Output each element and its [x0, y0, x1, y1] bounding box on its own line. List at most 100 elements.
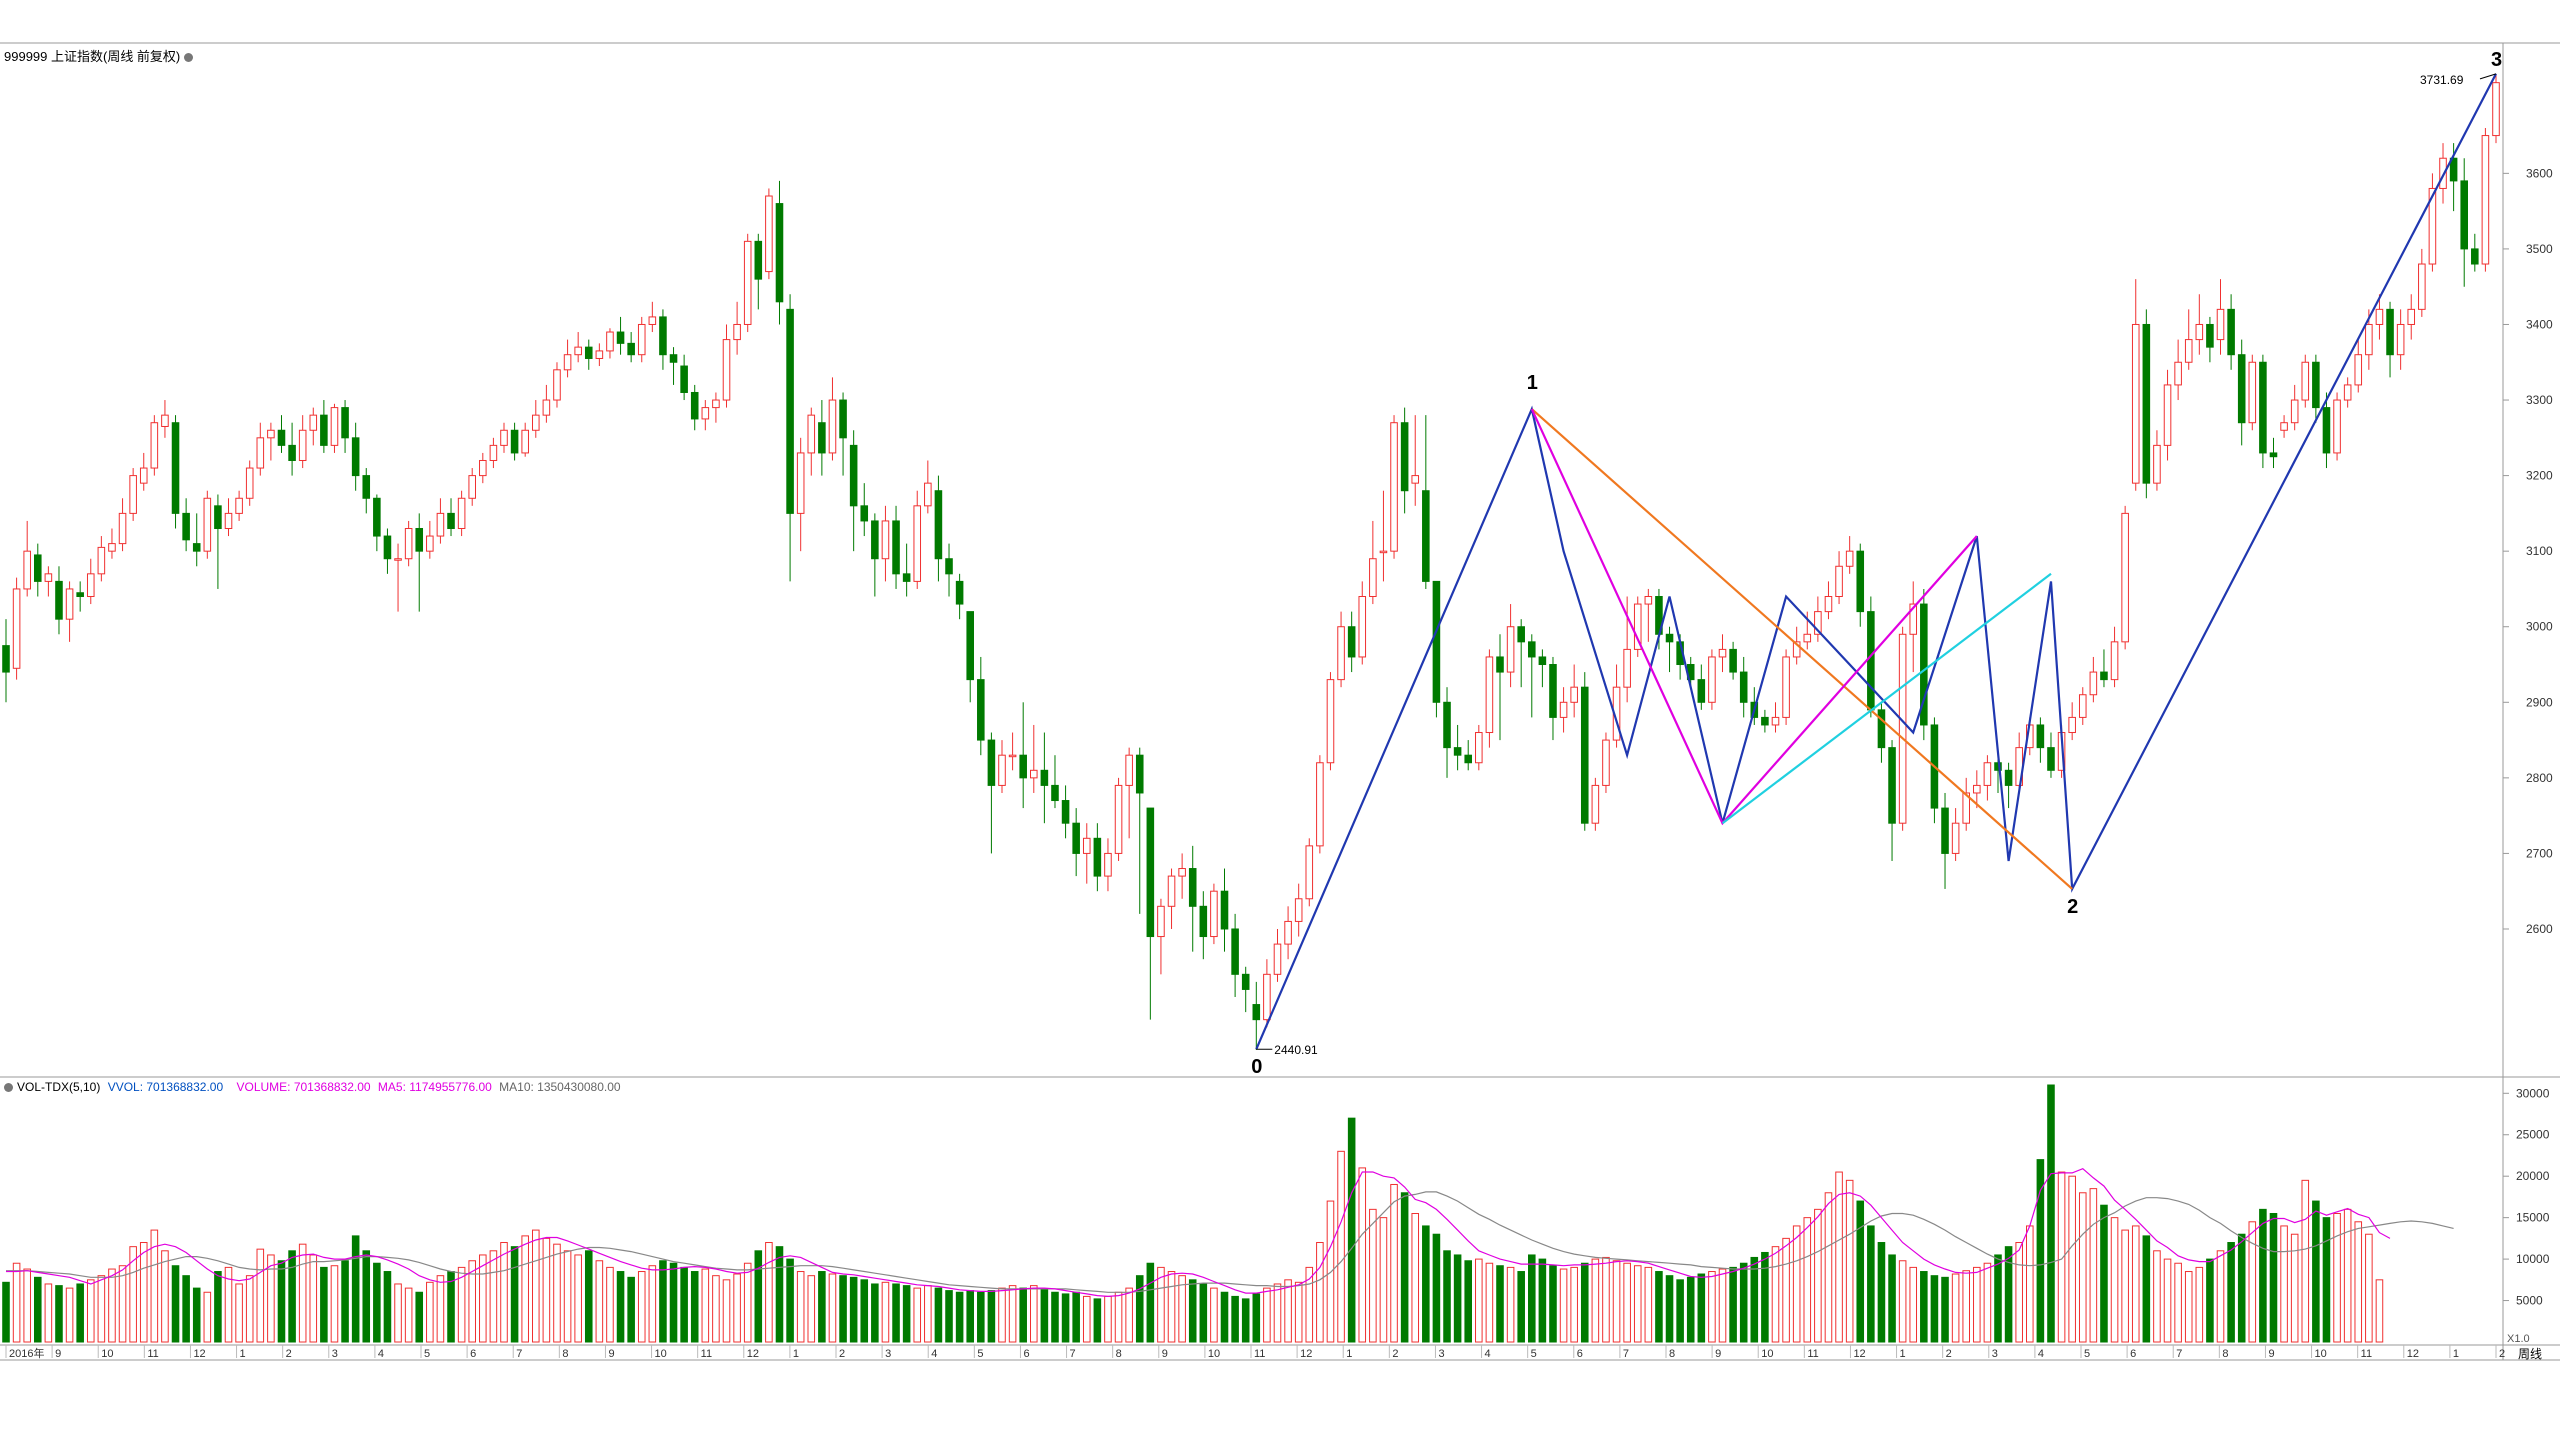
candle-body[interactable] — [404, 527, 413, 560]
candle-body[interactable] — [1114, 784, 1123, 854]
candle-body[interactable] — [468, 475, 476, 499]
candle-body[interactable] — [2280, 422, 2288, 431]
volume-bar[interactable] — [1157, 1266, 1165, 1343]
volume-bar[interactable] — [1898, 1260, 1907, 1343]
volume-bar[interactable] — [1220, 1291, 1229, 1343]
volume-bar[interactable] — [1602, 1256, 1610, 1343]
candle-body[interactable] — [224, 512, 233, 529]
candle-body[interactable] — [2110, 641, 2119, 681]
volume-bar[interactable] — [1623, 1262, 1631, 1343]
candle-body[interactable] — [1220, 890, 1229, 930]
volume-bar[interactable] — [23, 1268, 31, 1343]
volume-bar[interactable] — [97, 1275, 106, 1343]
volume-bar[interactable] — [881, 1281, 890, 1343]
candle-body[interactable] — [839, 399, 847, 439]
candle-body[interactable] — [955, 580, 964, 605]
candle-body[interactable] — [595, 350, 604, 359]
volume-bar[interactable] — [1718, 1268, 1727, 1343]
volume-bar[interactable] — [2026, 1225, 2034, 1343]
volume-bar[interactable] — [2195, 1266, 2204, 1343]
volume-bar[interactable] — [2174, 1262, 2182, 1343]
candle-body[interactable] — [139, 467, 148, 484]
volume-bar[interactable] — [1496, 1265, 1504, 1343]
candle-body[interactable] — [161, 414, 169, 427]
candle-body[interactable] — [1199, 905, 1208, 938]
volume-bar[interactable] — [2206, 1258, 2214, 1343]
volume-bar[interactable] — [2322, 1217, 2331, 1343]
volume-bar[interactable] — [1994, 1254, 2002, 1343]
volume-bar[interactable] — [1729, 1266, 1737, 1343]
volume-bar[interactable] — [786, 1258, 794, 1343]
volume-bar[interactable] — [902, 1285, 911, 1343]
volume-bar[interactable] — [839, 1275, 847, 1343]
candle-body[interactable] — [680, 365, 688, 393]
volume-bar[interactable] — [139, 1242, 148, 1343]
volume-bar[interactable] — [775, 1246, 784, 1343]
candle-body[interactable] — [351, 437, 360, 477]
candle-body[interactable] — [457, 497, 466, 529]
volume-bar[interactable] — [1867, 1225, 1875, 1343]
volume-bar[interactable] — [1697, 1273, 1706, 1343]
candle-body[interactable] — [1739, 671, 1748, 703]
candle-body[interactable] — [2227, 308, 2235, 356]
volume-bar[interactable] — [2365, 1233, 2373, 1343]
volume-bar[interactable] — [1252, 1293, 1261, 1343]
candle-body[interactable] — [1178, 868, 1186, 877]
volume-bar[interactable] — [1443, 1250, 1451, 1343]
candle-body[interactable] — [892, 520, 900, 575]
volume-bar[interactable] — [1337, 1150, 1345, 1343]
volume-bar[interactable] — [12, 1262, 21, 1343]
volume-bar[interactable] — [690, 1271, 699, 1343]
volume-bar[interactable] — [298, 1243, 307, 1343]
volume-bar[interactable] — [1538, 1258, 1547, 1343]
candle-body[interactable] — [2195, 323, 2204, 341]
volume-bar[interactable] — [2110, 1217, 2119, 1343]
volume-bar[interactable] — [86, 1279, 95, 1343]
volume-bar[interactable] — [2131, 1225, 2140, 1343]
volume-bar[interactable] — [818, 1271, 826, 1343]
candle-body[interactable] — [1718, 648, 1727, 658]
candle-body[interactable] — [1898, 633, 1907, 824]
volume-bar[interactable] — [860, 1279, 869, 1343]
candle-body[interactable] — [828, 399, 837, 454]
candle-body[interactable] — [2343, 384, 2352, 401]
candle-body[interactable] — [203, 497, 212, 552]
candle-body[interactable] — [1019, 754, 1027, 779]
volume-bar[interactable] — [1114, 1291, 1123, 1343]
candle-body[interactable] — [2078, 694, 2087, 718]
candle-body[interactable] — [436, 512, 445, 537]
candle-body[interactable] — [1051, 784, 1059, 802]
candle-body[interactable] — [574, 346, 582, 356]
volume-bar[interactable] — [1231, 1295, 1239, 1343]
candle-body[interactable] — [913, 505, 922, 582]
volume-bar[interactable] — [2375, 1279, 2384, 1343]
candle-body[interactable] — [1877, 709, 1886, 749]
volume-bar[interactable] — [532, 1229, 540, 1343]
volume-bar[interactable] — [182, 1275, 190, 1343]
volume-bar[interactable] — [2015, 1242, 2023, 1343]
volume-bar[interactable] — [1739, 1262, 1748, 1343]
volume-bar[interactable] — [150, 1229, 159, 1343]
volume-bar[interactable] — [288, 1250, 296, 1343]
candle-body[interactable] — [288, 444, 296, 461]
volume-bar[interactable] — [1188, 1279, 1197, 1343]
volume-bar[interactable] — [1559, 1268, 1568, 1343]
volume-bar[interactable] — [55, 1285, 63, 1343]
volume-bar[interactable] — [1104, 1295, 1112, 1343]
candle-body[interactable] — [1422, 490, 1430, 582]
volume-bar[interactable] — [1316, 1242, 1324, 1343]
candle-body[interactable] — [2418, 263, 2426, 310]
volume-bar[interactable] — [1591, 1258, 1600, 1343]
volume-bar[interactable] — [245, 1275, 254, 1343]
candle-body[interactable] — [606, 331, 614, 352]
volume-bar[interactable] — [722, 1279, 731, 1343]
volume-bar[interactable] — [1877, 1242, 1886, 1343]
volume-bar[interactable] — [2333, 1213, 2341, 1343]
volume-bar[interactable] — [320, 1266, 328, 1343]
candle-body[interactable] — [118, 512, 127, 545]
volume-bar[interactable] — [1040, 1288, 1049, 1343]
volume-bar[interactable] — [849, 1276, 858, 1343]
volume-bar[interactable] — [457, 1266, 466, 1343]
volume-bar[interactable] — [1845, 1179, 1854, 1343]
